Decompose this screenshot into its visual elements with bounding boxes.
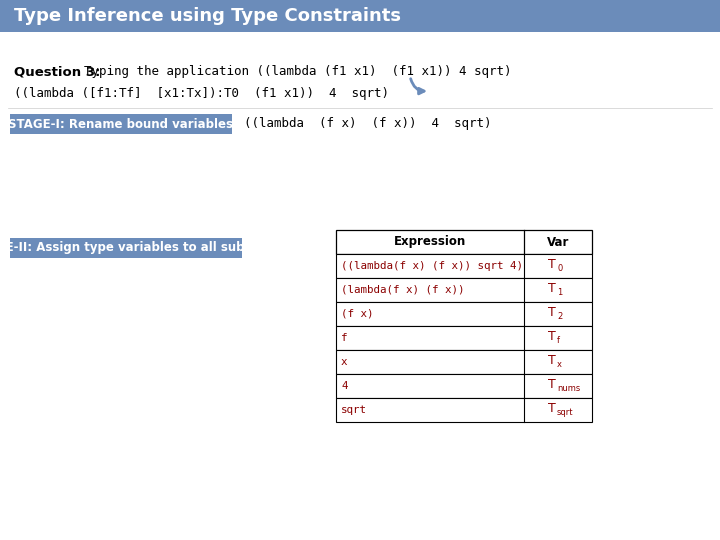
- Text: ((lambda ([f1:Tf]  [x1:Tx]):T0  (f1 x1))  4  sqrt): ((lambda ([f1:Tf] [x1:Tx]):T0 (f1 x1)) 4…: [14, 86, 389, 99]
- Bar: [336, 374, 592, 398]
- Text: ((lambda(f x) (f x)) sqrt 4): ((lambda(f x) (f x)) sqrt 4): [341, 261, 523, 271]
- Text: STAGE-I: Rename bound variables: STAGE-I: Rename bound variables: [9, 118, 233, 131]
- Text: T: T: [548, 402, 556, 415]
- Text: T: T: [548, 330, 556, 343]
- Text: sqrt: sqrt: [341, 405, 367, 415]
- Bar: [336, 398, 592, 422]
- Text: f: f: [341, 333, 348, 343]
- Text: Var: Var: [546, 235, 570, 248]
- Text: T: T: [548, 379, 556, 392]
- Bar: [336, 254, 592, 278]
- Text: T: T: [548, 282, 556, 295]
- Bar: [336, 350, 592, 374]
- Text: 0: 0: [557, 264, 562, 273]
- Text: (lambda(f x) (f x)): (lambda(f x) (f x)): [341, 285, 464, 295]
- Bar: [10, 238, 242, 258]
- Text: x: x: [341, 357, 348, 367]
- Bar: [336, 230, 592, 254]
- Text: Expression: Expression: [394, 235, 466, 248]
- Bar: [0, 0, 720, 32]
- Text: 2: 2: [557, 312, 562, 321]
- Text: f: f: [557, 336, 560, 345]
- Text: Type Inference using Type Constraints: Type Inference using Type Constraints: [14, 7, 401, 25]
- Text: STAGE-II: Assign type variables to all sub-exps: STAGE-II: Assign type variables to all s…: [0, 241, 281, 254]
- Bar: [10, 114, 232, 134]
- Text: sqrt: sqrt: [557, 408, 574, 417]
- Text: T: T: [548, 354, 556, 368]
- Text: Question 3:: Question 3:: [14, 65, 100, 78]
- Bar: [336, 302, 592, 326]
- Text: (f x): (f x): [341, 309, 374, 319]
- Bar: [336, 278, 592, 302]
- Bar: [336, 326, 592, 350]
- Text: nums: nums: [557, 384, 580, 393]
- Text: 1: 1: [557, 288, 562, 297]
- Text: Typing the application ((lambda (f1 x1)  (f1 x1)) 4 sqrt): Typing the application ((lambda (f1 x1) …: [84, 65, 511, 78]
- Text: x: x: [557, 360, 562, 369]
- Text: T: T: [548, 259, 556, 272]
- Text: ((lambda  (f x)  (f x))  4  sqrt): ((lambda (f x) (f x)) 4 sqrt): [244, 118, 492, 131]
- Text: 4: 4: [341, 381, 348, 391]
- Text: T: T: [548, 307, 556, 320]
